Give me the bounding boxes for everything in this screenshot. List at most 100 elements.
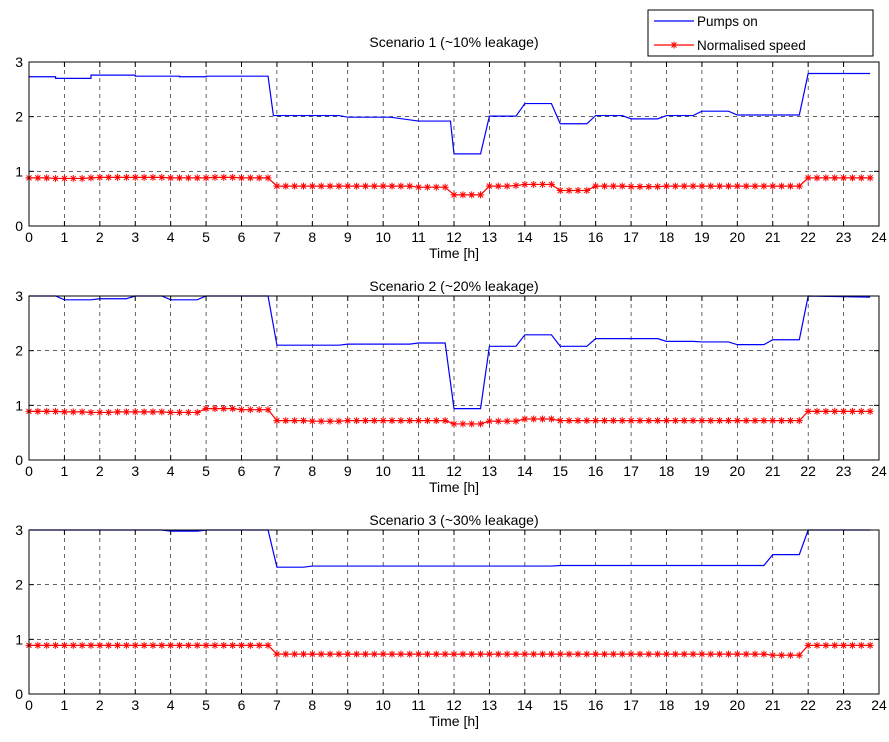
x-tick-label: 4 xyxy=(167,697,175,713)
data-point xyxy=(353,650,361,658)
data-point xyxy=(43,641,51,649)
data-point xyxy=(450,191,458,199)
data-point xyxy=(654,417,662,425)
data-point xyxy=(229,405,237,413)
data-point xyxy=(78,408,86,416)
series-line xyxy=(29,72,871,155)
x-tick-label: 11 xyxy=(411,697,426,713)
data-point xyxy=(645,183,653,191)
data-point xyxy=(423,183,431,191)
series-normalised-speed xyxy=(25,641,874,659)
data-point xyxy=(663,650,670,658)
data-point xyxy=(264,406,272,414)
data-point xyxy=(344,182,352,190)
data-point xyxy=(840,407,848,415)
x-tick-label: 15 xyxy=(552,697,568,713)
x-tick-label: 5 xyxy=(202,697,210,713)
data-point xyxy=(459,420,467,428)
data-point xyxy=(87,408,95,416)
data-point xyxy=(193,408,201,416)
data-point xyxy=(574,650,582,658)
data-point xyxy=(122,173,130,181)
x-tick-label: 7 xyxy=(273,697,281,713)
x-tick-label: 0 xyxy=(25,463,33,479)
data-point xyxy=(379,417,387,425)
data-point xyxy=(176,641,184,649)
data-point xyxy=(353,182,361,190)
data-point xyxy=(397,182,405,190)
data-point xyxy=(778,651,786,659)
data-point xyxy=(857,174,865,182)
data-point xyxy=(601,417,609,425)
x-tick-label: 19 xyxy=(694,463,710,479)
data-point xyxy=(813,407,821,415)
data-point xyxy=(291,182,299,190)
data-point xyxy=(627,417,635,425)
data-point xyxy=(689,650,697,658)
data-point xyxy=(423,417,431,425)
data-point xyxy=(220,173,228,181)
x-tick-label: 20 xyxy=(730,463,746,479)
data-point xyxy=(804,407,812,415)
data-point xyxy=(583,186,591,194)
data-point xyxy=(273,417,281,425)
data-point xyxy=(724,182,732,190)
data-point xyxy=(246,641,254,649)
data-point xyxy=(601,182,609,190)
data-point xyxy=(795,417,803,425)
data-point xyxy=(140,173,148,181)
data-point xyxy=(512,417,520,425)
data-point xyxy=(769,417,777,425)
data-point xyxy=(468,420,476,428)
data-point xyxy=(176,174,184,182)
data-point xyxy=(335,650,343,658)
data-point xyxy=(680,182,688,190)
y-tick-label: 1 xyxy=(15,631,23,647)
data-point xyxy=(751,182,759,190)
data-point xyxy=(114,641,122,649)
series-pumps-on xyxy=(29,529,871,568)
data-point xyxy=(556,650,564,658)
data-point xyxy=(459,650,467,658)
data-point xyxy=(751,417,759,425)
subplot-3: 0 1 2 3 4 5 6 7 8 9 10 11 12 13 14 15 16 17 18 19 20 21 22 23 24… xyxy=(15,512,887,729)
data-point xyxy=(211,405,219,413)
data-point xyxy=(361,650,369,658)
data-point xyxy=(795,651,803,659)
data-point xyxy=(34,407,42,415)
data-point xyxy=(335,417,343,425)
data-point xyxy=(698,650,706,658)
data-point xyxy=(760,182,768,190)
data-point xyxy=(415,183,423,191)
data-point xyxy=(308,182,316,190)
data-point xyxy=(220,641,228,649)
x-tick-label: 17 xyxy=(623,229,639,245)
data-point xyxy=(131,173,139,181)
x-tick-label: 4 xyxy=(167,229,175,245)
y-tick-label: 3 xyxy=(15,522,23,538)
data-point xyxy=(503,650,511,658)
x-tick-label: 18 xyxy=(659,229,675,245)
data-point xyxy=(353,417,361,425)
x-tick-label: 2 xyxy=(96,463,104,479)
x-tick-label: 9 xyxy=(344,697,352,713)
data-point xyxy=(344,650,352,658)
x-tick-label: 10 xyxy=(375,229,391,245)
x-tick-label: 23 xyxy=(836,697,852,713)
data-point xyxy=(831,407,839,415)
data-point xyxy=(149,173,157,181)
data-point xyxy=(724,650,732,658)
data-point xyxy=(592,182,600,190)
data-point xyxy=(370,650,378,658)
data-point xyxy=(52,174,60,182)
data-point xyxy=(583,650,591,658)
data-point xyxy=(857,407,865,415)
data-point xyxy=(574,417,582,425)
data-point xyxy=(69,641,77,649)
data-point xyxy=(716,417,724,425)
data-point xyxy=(733,417,741,425)
data-point xyxy=(707,182,715,190)
data-point xyxy=(184,641,192,649)
data-point xyxy=(211,641,219,649)
data-point xyxy=(477,420,485,428)
